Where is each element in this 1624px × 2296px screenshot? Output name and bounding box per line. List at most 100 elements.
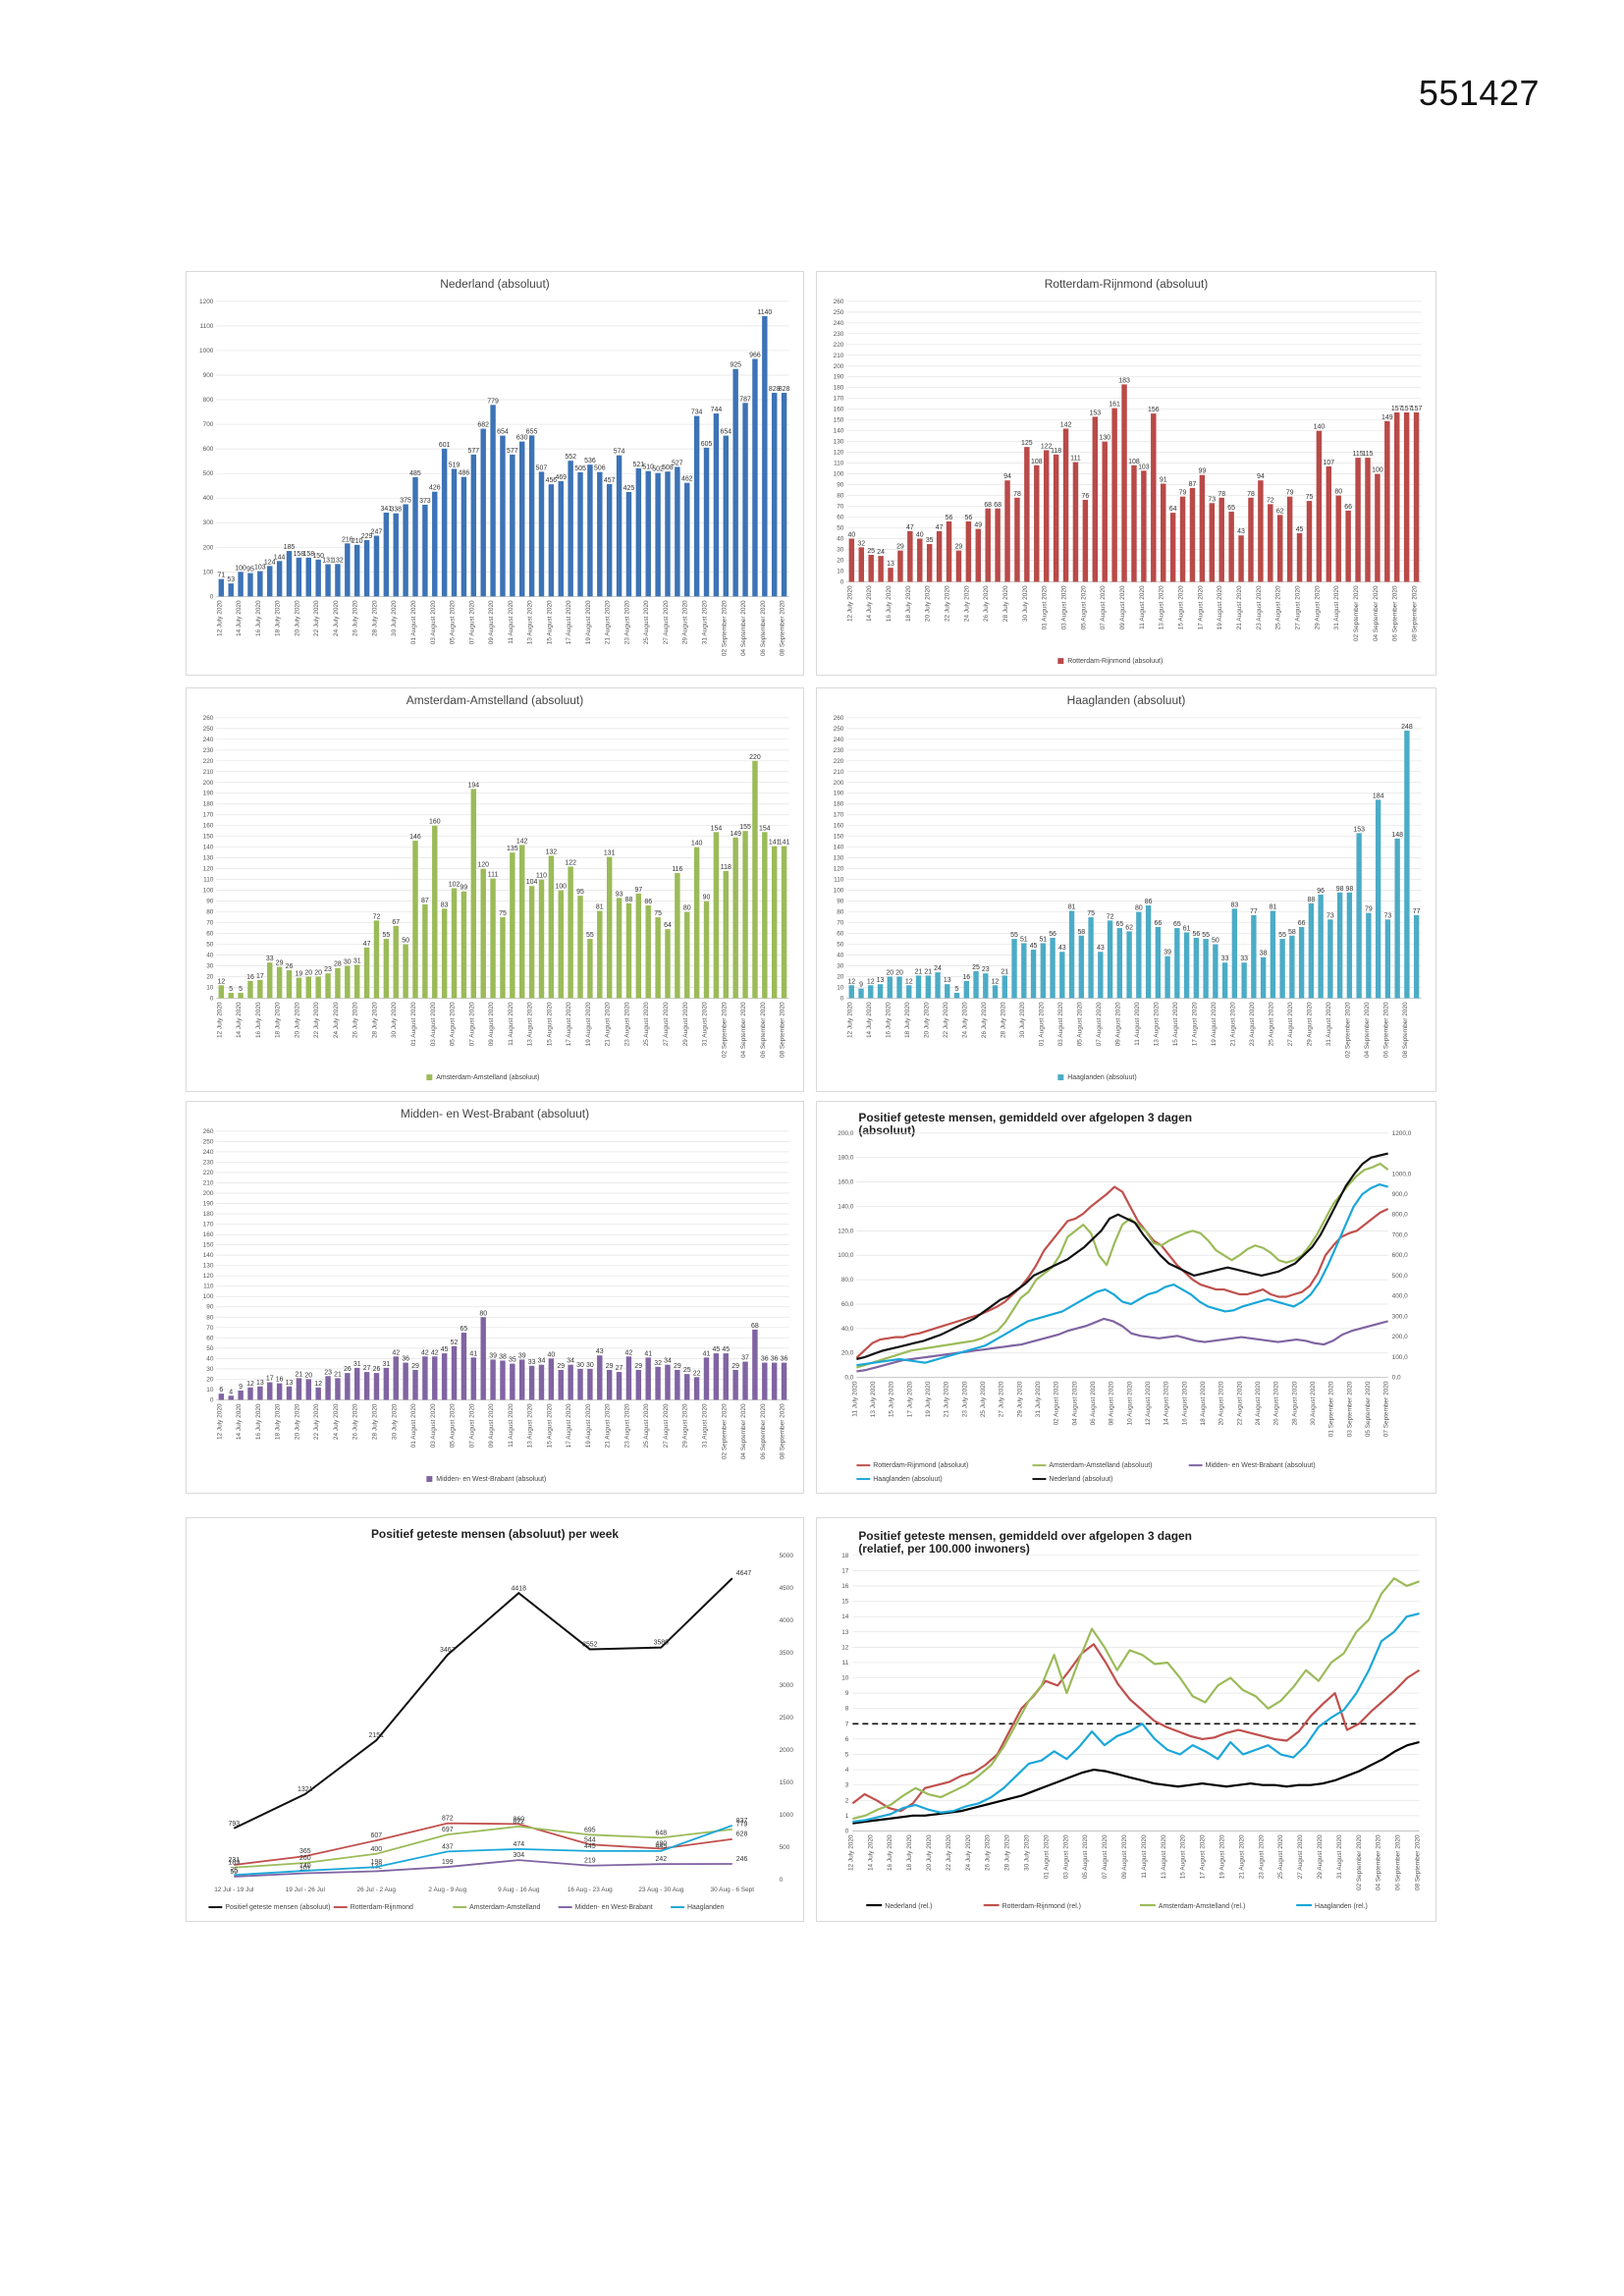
x-tick-label: 06 September 2020 (760, 600, 767, 656)
x-tick-label: 16 July 2020 (255, 600, 262, 636)
bar (218, 985, 225, 999)
bar-data-label: 80 (1334, 489, 1342, 496)
y-tick-label: 17 (841, 1567, 849, 1574)
y-tick-label: 170 (834, 396, 844, 403)
bar (1296, 533, 1303, 582)
bar (1327, 919, 1333, 999)
x-tick-label: 08 September 2020 (780, 1002, 786, 1058)
x-tick-label: 16 July 2020 (255, 1002, 262, 1038)
bar-data-label: 12 (217, 978, 225, 985)
bar-data-label: 80 (1135, 905, 1143, 912)
bar (953, 992, 960, 999)
bar (218, 1394, 225, 1400)
x-tick-label: 05 August 2020 (450, 1403, 457, 1448)
y-tick-label: 4 (845, 1767, 849, 1774)
bar (1151, 413, 1157, 582)
bar-data-label: 12 (847, 978, 855, 985)
y-tick-label: 30 (206, 962, 214, 969)
bar-data-label: 654 (720, 429, 731, 436)
x-tick-label: 09 August 2020 (1114, 1002, 1121, 1046)
y-tick-label: 5000 (780, 1553, 794, 1559)
bar (762, 1362, 768, 1400)
series-line (852, 1577, 1420, 1821)
bar (732, 837, 738, 999)
bar (597, 1355, 603, 1400)
y-tick-label: 60 (837, 515, 844, 521)
bar-data-label: 630 (516, 435, 528, 442)
bar (500, 435, 506, 597)
x-tick-label: 20 July 2020 (926, 1834, 933, 1871)
y-tick-label: 10 (837, 568, 844, 574)
bar-data-label: 104 (526, 879, 538, 886)
chart-gemiddeld-absoluut: Positief geteste mensen, gemiddeld over … (838, 1111, 1412, 1483)
bar (1238, 535, 1244, 582)
series-data-label: 695 (584, 1827, 596, 1833)
bar (335, 1378, 341, 1400)
bar (732, 368, 738, 597)
x-tick-label: 02 September 2020 (721, 1002, 728, 1058)
bar-data-label: 29 (674, 1363, 681, 1370)
bar (1155, 926, 1162, 999)
x-tick-label: 13 July 2020 (870, 1381, 877, 1417)
y2-tick-label: 400,0 (1392, 1293, 1409, 1300)
series-data-label: 3580 (654, 1640, 670, 1647)
y-tick-label: 140,0 (838, 1203, 854, 1210)
bar-data-label: 90 (703, 895, 711, 902)
bar-data-label: 25 (867, 548, 875, 555)
bar-data-label: 45 (1296, 526, 1304, 533)
bar-data-label: 115 (1362, 451, 1373, 458)
x-tick-label: 24 July 2020 (963, 585, 970, 622)
bar-data-label: 157 (1401, 406, 1413, 412)
bar-data-label: 95 (576, 889, 584, 896)
bar-data-label: 72 (1267, 497, 1274, 504)
bar-data-label: 247 (371, 529, 383, 536)
bar (693, 847, 700, 999)
bar-data-label: 120 (477, 862, 489, 869)
y-tick-label: 240 (203, 1149, 214, 1156)
bar (345, 543, 351, 597)
bar-data-label: 21 (334, 1371, 342, 1378)
x-tick-label: 21 August 2020 (605, 1002, 612, 1046)
bar-data-label: 93 (616, 891, 623, 898)
y-tick-label: 1200 (199, 299, 214, 305)
x-tick-label: 15 August 2020 (546, 600, 553, 644)
bar-data-label: 12 (246, 1381, 254, 1388)
bar-data-label: 5 (239, 986, 243, 993)
bar (305, 976, 311, 999)
bar (1218, 497, 1224, 582)
bar (655, 1366, 661, 1400)
x-tick-label: 18 July 2020 (275, 600, 282, 636)
y-tick-label: 100 (834, 888, 844, 895)
x-tick-label: 01 August 2020 (410, 1002, 417, 1046)
y-tick-label: 0 (210, 593, 214, 600)
bar (1394, 411, 1400, 582)
x-tick-label: 28 July 2020 (1002, 585, 1009, 622)
y-tick-label: 180 (834, 385, 844, 392)
x-tick-label: 19 August 2020 (585, 1403, 592, 1448)
y-tick-label: 120,0 (838, 1228, 854, 1234)
bar-data-label: 787 (739, 396, 751, 403)
x-tick-label: 18 August 2020 (1200, 1381, 1207, 1425)
bar (305, 557, 311, 597)
y-tick-label: 200,0 (838, 1130, 854, 1137)
x-tick-label: 12 July 2020 (846, 1002, 853, 1038)
bar-data-label: 373 (419, 498, 431, 505)
bar-data-label: 536 (584, 458, 596, 465)
bar-data-label: 34 (538, 1358, 546, 1365)
bar (422, 1356, 428, 1400)
bar (490, 405, 496, 597)
bar-data-label: 486 (459, 470, 470, 477)
bar-data-label: 457 (604, 477, 616, 484)
chart-panel-haaglanden: Haaglanden (absoluut) 0 10 20 30 40 50 60 70 80 90… (816, 687, 1436, 1092)
x-tick-label: 19 August 2020 (585, 1002, 592, 1046)
series-line (855, 1185, 1389, 1359)
bar (1021, 943, 1027, 999)
bar (538, 879, 545, 999)
bar-data-label: 16 (962, 974, 970, 981)
bar (1040, 943, 1046, 999)
y-tick-label: 16 (841, 1583, 849, 1590)
bar (878, 556, 884, 582)
x-tick-label: 29 July 2020 (1016, 1381, 1023, 1417)
y-tick-label: 70 (837, 504, 844, 511)
bar-data-label: 13 (256, 1380, 264, 1387)
